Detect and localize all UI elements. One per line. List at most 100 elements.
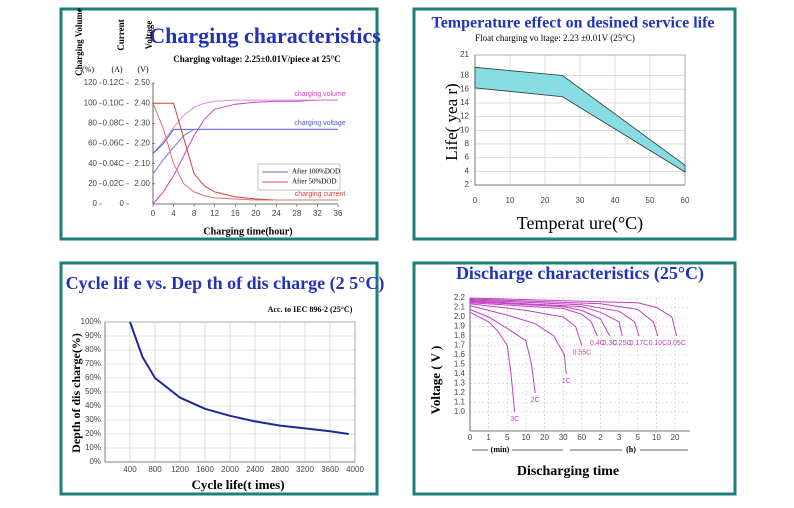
y-tick-label: 0.10C bbox=[103, 98, 125, 107]
y-tick-label: 0% bbox=[89, 457, 101, 466]
y-tick-label: 8 bbox=[465, 139, 470, 148]
x-axis-label: Charging time(hour) bbox=[203, 226, 292, 237]
chart-title: Temperature effect on desined service li… bbox=[431, 15, 714, 32]
chart-subtitle: Charging voltage: 2.25±0.01V/piece at 25… bbox=[173, 54, 341, 64]
data-line bbox=[469, 301, 611, 337]
x-unit: (h) bbox=[626, 445, 636, 454]
y-tick-label: 1.6 bbox=[454, 350, 466, 359]
series-label: 0.17C bbox=[630, 340, 649, 347]
data-line bbox=[469, 305, 567, 375]
data-line bbox=[152, 128, 338, 175]
y-tick-label: 100 bbox=[84, 98, 98, 107]
y-tick-label: 40% bbox=[85, 401, 101, 410]
y-tick-label: 1.8 bbox=[454, 331, 466, 340]
y-tick-label: 1.1 bbox=[454, 398, 466, 407]
y-tick-label: 14 bbox=[460, 98, 469, 107]
y-tick-label: 2.50 bbox=[134, 78, 150, 87]
data-line bbox=[469, 299, 640, 337]
y-tick-label: 1.9 bbox=[454, 322, 466, 331]
x-tick-label: 10 bbox=[652, 433, 661, 442]
x-axis-label: Discharging time bbox=[517, 464, 619, 479]
y-tick-label: 80 bbox=[88, 118, 97, 127]
y-tick-label: 30% bbox=[85, 415, 101, 424]
panel-frames bbox=[59, 7, 737, 496]
x-tick-label: 4000 bbox=[346, 465, 364, 474]
series-label: 3C bbox=[510, 416, 519, 423]
series-label: 1C bbox=[562, 378, 571, 385]
legend-label: After 50%DOD bbox=[292, 178, 337, 186]
y-axis-unit: (%) bbox=[82, 65, 94, 74]
y-tick-label: 0.12C bbox=[103, 78, 125, 87]
y-tick-label: 0.04C bbox=[103, 159, 125, 168]
x-tick-label: 400 bbox=[123, 465, 137, 474]
x-tick-label: 5 bbox=[636, 433, 641, 442]
x-tick-label: 36 bbox=[334, 209, 343, 218]
y-tick-label: 2.10 bbox=[134, 159, 150, 168]
series-label: charging voltage bbox=[294, 120, 345, 127]
y-axis-label: Charging Volume bbox=[74, 8, 84, 76]
y-tick-label: 20% bbox=[85, 429, 101, 438]
unit-bg bbox=[622, 444, 640, 456]
unit-bg bbox=[488, 444, 512, 456]
x-tick-label: 1 bbox=[486, 433, 491, 442]
data-line bbox=[152, 103, 338, 201]
y-tick-label: 1.5 bbox=[454, 360, 466, 369]
y-tick-label: 2.00 bbox=[134, 179, 150, 188]
y-tick-label: 1.0 bbox=[454, 407, 466, 416]
panel-frame bbox=[59, 7, 379, 241]
y-tick-label: 40 bbox=[88, 159, 97, 168]
x-tick-label: 0 bbox=[151, 209, 156, 218]
y-tick-label: 2.40 bbox=[134, 98, 150, 107]
x-tick-label: 8 bbox=[192, 209, 197, 218]
x-tick-label: 16 bbox=[231, 209, 240, 218]
x-tick-label: 3200 bbox=[296, 465, 314, 474]
x-tick-label: 12 bbox=[210, 209, 219, 218]
plot-frame bbox=[474, 54, 686, 186]
panel-frame bbox=[412, 261, 737, 496]
x-tick-label: 20 bbox=[540, 433, 549, 442]
y-tick-label: 2.0 bbox=[454, 312, 466, 321]
x-unit: (min) bbox=[491, 445, 510, 454]
x-tick-label: 2 bbox=[598, 433, 603, 442]
series-label: 0.05C bbox=[667, 340, 686, 347]
y-tick-label: 4 bbox=[465, 166, 470, 175]
data-line bbox=[469, 303, 583, 346]
x-tick-label: 1600 bbox=[196, 465, 214, 474]
series-label: 0.25C bbox=[613, 340, 632, 347]
y-tick-label: 70% bbox=[85, 359, 101, 368]
y-tick-label: 0 bbox=[120, 199, 125, 208]
y-tick-label: 1.3 bbox=[454, 379, 466, 388]
y-tick-label: 2.2 bbox=[454, 293, 466, 302]
y-tick-label: 2 bbox=[465, 180, 470, 189]
x-tick-label: 28 bbox=[292, 209, 301, 218]
y-tick-label: 18 bbox=[460, 71, 469, 80]
series-label: charging current bbox=[295, 191, 346, 198]
x-tick-label: 30 bbox=[576, 196, 585, 205]
data-line bbox=[129, 321, 349, 435]
x-tick-label: 50 bbox=[646, 196, 655, 205]
x-tick-label: 20 bbox=[251, 209, 260, 218]
y-tick-label: 1.7 bbox=[454, 341, 466, 350]
y-tick-label: 10% bbox=[85, 443, 101, 452]
series-label: 0.10C bbox=[649, 340, 668, 347]
y-tick-label: 10 bbox=[460, 125, 469, 134]
y2-axis-label: Current bbox=[116, 19, 126, 50]
data-line bbox=[469, 302, 598, 337]
x-tick-label: 10 bbox=[506, 196, 515, 205]
y-tick-label: 12 bbox=[460, 112, 469, 121]
life-band bbox=[474, 66, 686, 173]
x-tick-label: 2400 bbox=[246, 465, 264, 474]
panel-frame bbox=[59, 261, 379, 496]
series-label: 0.55C bbox=[572, 349, 591, 356]
x-tick-label: 5 bbox=[505, 433, 510, 442]
series-label: charging volume bbox=[294, 91, 345, 98]
x-tick-label: 4 bbox=[171, 209, 176, 218]
y-tick-label: 1.2 bbox=[454, 388, 466, 397]
series-label: 0.4C bbox=[590, 340, 605, 347]
x-tick-label: 60 bbox=[681, 196, 690, 205]
data-line bbox=[152, 99, 338, 154]
plot-frame bbox=[104, 321, 356, 463]
chart-subtitle: Float charging vo ltage: 2.23 ±0.01V (25… bbox=[475, 33, 635, 43]
y-tick-label: 0.06C bbox=[103, 139, 125, 148]
